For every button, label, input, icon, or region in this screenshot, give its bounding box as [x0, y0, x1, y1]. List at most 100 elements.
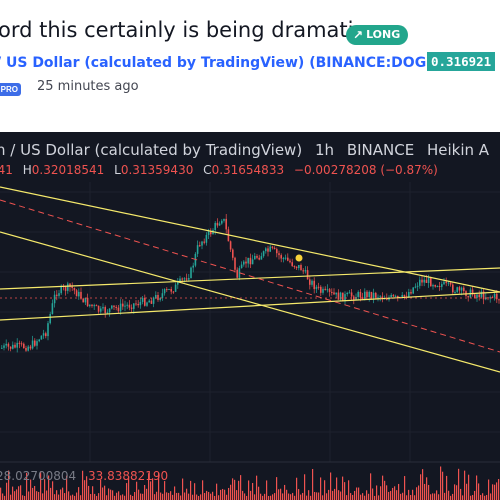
candle-body: [181, 278, 183, 280]
candle-body: [498, 299, 500, 301]
candle-body: [443, 281, 445, 285]
candle-body: [430, 277, 432, 287]
candle-body: [91, 304, 93, 307]
candle-body: [159, 298, 161, 300]
candle-body: [128, 304, 131, 308]
legend-interval[interactable]: 1h: [314, 141, 335, 159]
volume-bar: [218, 495, 220, 500]
idea-title[interactable]: ord this certainly is being dramatic: [0, 18, 366, 42]
volume-bar: [66, 475, 68, 500]
candle-body: [445, 281, 447, 283]
volume-value-2: 33.83882190: [88, 469, 169, 483]
volume-bar: [28, 491, 30, 500]
volume-bar: [146, 488, 148, 500]
candle-body: [137, 303, 139, 306]
volume-bar: [280, 488, 282, 500]
price-chart[interactable]: [0, 132, 500, 500]
trendline: [0, 291, 500, 321]
volume-bar: [386, 485, 388, 500]
volume-bar: [402, 492, 404, 500]
volume-bar: [410, 495, 412, 500]
volume-bar: [346, 495, 348, 500]
volume-bar: [158, 472, 160, 500]
candle-body: [350, 292, 353, 297]
volume-bar: [204, 493, 206, 500]
candle-body: [251, 259, 254, 265]
volume-bar: [92, 486, 94, 500]
volume-bar: [126, 483, 128, 500]
candle-body: [201, 241, 203, 246]
volume-bar: [96, 495, 98, 500]
candle-body: [97, 305, 100, 312]
volume-bar: [494, 484, 496, 500]
volume-bar: [134, 492, 136, 500]
candle-body: [386, 298, 388, 300]
candle-body: [25, 348, 27, 351]
candle-body: [441, 284, 443, 287]
volume-bar: [76, 492, 78, 500]
volume-bar: [252, 482, 254, 500]
volume-bar: [496, 482, 498, 500]
candle-body: [148, 300, 150, 303]
volume-bar: [320, 477, 322, 500]
volume-bar: [102, 487, 104, 500]
volume-bar: [272, 494, 274, 500]
candle-body: [256, 255, 258, 258]
candle-body: [111, 305, 113, 309]
volume-bar: [168, 492, 170, 500]
candle-body: [78, 291, 80, 297]
volume-bar: [38, 491, 40, 500]
volume-legend: 28.02700804 33.83882190: [0, 469, 168, 483]
volume-bar: [312, 469, 314, 500]
volume-bar: [380, 486, 382, 500]
volume-bar: [224, 489, 226, 500]
volume-bar: [490, 493, 492, 500]
candle-body: [146, 302, 148, 306]
candle-body: [306, 270, 309, 280]
volume-bar: [142, 493, 144, 500]
volume-bar: [64, 493, 66, 500]
trendline: [0, 231, 500, 373]
volume-bar: [70, 495, 72, 500]
candle-body: [419, 279, 421, 286]
candle-body: [496, 293, 498, 300]
volume-bar: [60, 489, 62, 500]
low-label: L: [114, 163, 121, 177]
volume-bar: [304, 474, 306, 500]
candle-body: [416, 285, 419, 287]
legend-symbol-name[interactable]: n / US Dollar (calculated by TradingView…: [0, 141, 303, 159]
volume-bar: [498, 479, 500, 500]
volume-bar: [30, 479, 32, 500]
candle-body: [315, 286, 318, 290]
volume-bar: [42, 493, 44, 500]
candle-body: [53, 294, 56, 304]
volume-bar: [106, 495, 108, 500]
candle-body: [478, 294, 480, 298]
price-badge[interactable]: 0.316921: [427, 52, 496, 71]
candle-body: [278, 253, 280, 256]
volume-bar: [344, 482, 346, 500]
candle-body: [493, 293, 496, 298]
candle-body: [29, 346, 32, 349]
volume-bar: [484, 495, 486, 500]
candle-body: [3, 345, 5, 348]
candle-body: [122, 303, 124, 307]
candle-body: [36, 341, 38, 346]
candle-body: [342, 292, 344, 302]
volume-bar: [468, 474, 470, 500]
candle-body: [38, 339, 40, 342]
candle-body: [258, 257, 260, 260]
symbol-link[interactable]: / US Dollar (calculated by TradingView) …: [0, 55, 476, 71]
volume-bar: [8, 470, 10, 500]
volume-bar: [418, 485, 420, 500]
candle-body: [427, 277, 430, 283]
volume-bar: [388, 491, 390, 500]
volume-bar: [268, 495, 270, 500]
candle-body: [119, 303, 122, 312]
volume-bar: [210, 493, 212, 500]
chart-panel[interactable]: n / US Dollar (calculated by TradingView…: [0, 132, 500, 500]
volume-bar: [22, 495, 24, 500]
candle-body: [229, 241, 232, 250]
volume-bar: [10, 494, 12, 500]
volume-bar: [296, 477, 298, 500]
